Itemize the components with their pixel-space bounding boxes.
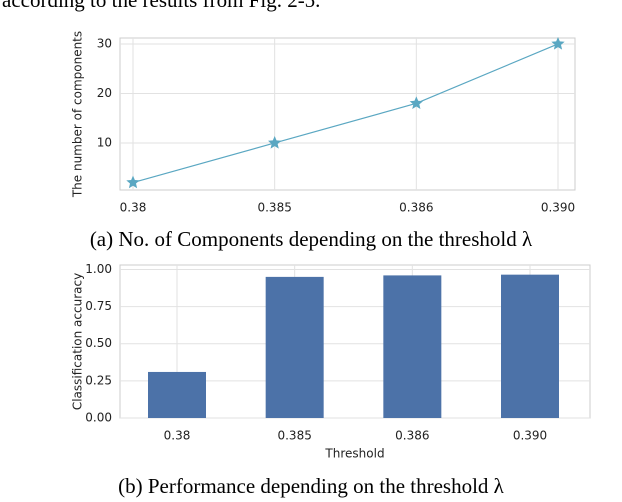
caption: (b) Performance depending on the thresho… [118,474,505,498]
marker [551,36,565,50]
y-tick-label: 20 [97,86,112,100]
x-tick-label: 0.386 [395,429,429,443]
x-tick-label: 0.386 [399,201,433,215]
y-tick-label: 0.00 [85,411,112,425]
x-tick-label: 0.385 [277,429,311,443]
x-tick-label: 0.385 [257,201,291,215]
x-tick-label: 0.38 [164,429,191,443]
body-text: according to the results from Fig. 2-5. [2,0,320,12]
y-tick-label: 30 [97,36,112,50]
y-tick-label: 0.25 [85,373,112,387]
y-axis-label: The number of components [71,31,85,198]
line [132,43,559,184]
bar [148,371,206,418]
y-tick-label: 1.00 [85,262,112,276]
marker [409,96,423,110]
marker [126,175,140,189]
marker [268,135,282,149]
x-tick-label: 0.390 [541,201,575,215]
x-tick-label: 0.390 [513,429,547,443]
y-tick-label: 0.75 [85,299,112,313]
bar [501,274,559,418]
x-tick-label: 0.38 [120,201,147,215]
bar [265,276,324,418]
y-axis-label: Classification accuracy [71,273,85,410]
y-tick-label: 10 [97,135,112,149]
bar [383,275,442,418]
y-tick-label: 0.50 [85,336,112,350]
x-axis-label: Threshold [324,447,384,461]
caption: (a) No. of Components depending on the t… [90,227,533,251]
